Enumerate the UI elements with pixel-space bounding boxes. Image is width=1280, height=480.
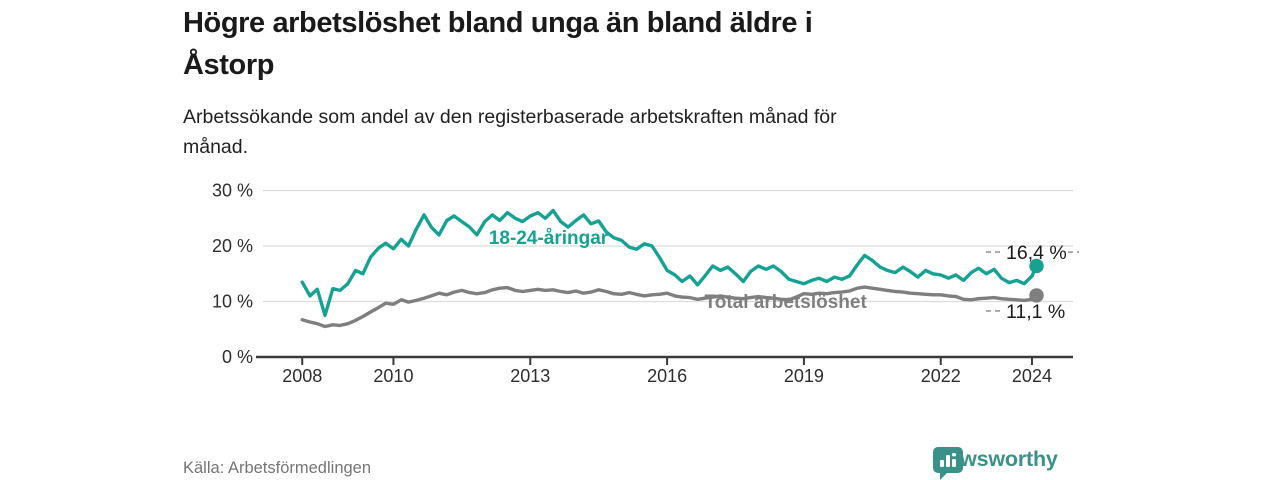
- y-tick-label: 30 %: [212, 181, 253, 201]
- y-tick-label: 0 %: [222, 347, 253, 367]
- source-note: Källa: Arbetsförmedlingen: [183, 459, 372, 477]
- end-dot-total: [1029, 288, 1044, 303]
- bar-chart-speech-bubble-icon: [933, 447, 963, 480]
- x-tick-label: 2016: [647, 366, 687, 386]
- x-tick-label: 2008: [282, 366, 322, 386]
- chart-subtitle: Arbetssökande som andel av den registerb…: [183, 102, 1063, 162]
- end-dot-youth: [1029, 258, 1044, 274]
- x-tick-label: 2019: [784, 366, 824, 386]
- page-title-line1: Högre arbetslöshet bland unga än bland ä…: [183, 7, 813, 39]
- y-tick-label: 20 %: [212, 236, 253, 256]
- y-tick-label: 10 %: [212, 292, 253, 312]
- chart-subtitle-line1: Arbetssökande som andel av den registerb…: [183, 106, 837, 128]
- end-value-label-youth: 16,4 %: [1006, 242, 1067, 264]
- end-value-label-total: 11,1 %: [1006, 301, 1065, 323]
- newsworthy-logo: Newsworthy: [933, 447, 1058, 480]
- x-tick-label: 2013: [510, 366, 550, 386]
- page-title-line2: Åstorp: [183, 49, 275, 81]
- series-line-youth: [300, 208, 1039, 318]
- series-label-youth: 18-24-åringar: [489, 228, 609, 249]
- chart-subtitle-line2: månad.: [183, 136, 249, 158]
- x-tick-label: 2022: [921, 366, 961, 386]
- x-tick-label: 2024: [1012, 366, 1052, 386]
- series-label-total: Total arbetslöshet: [705, 292, 868, 313]
- page-title: Högre arbetslöshet bland unga än bland ä…: [183, 2, 1043, 86]
- x-tick-label: 2010: [373, 366, 413, 386]
- series-line-total: [300, 285, 1039, 329]
